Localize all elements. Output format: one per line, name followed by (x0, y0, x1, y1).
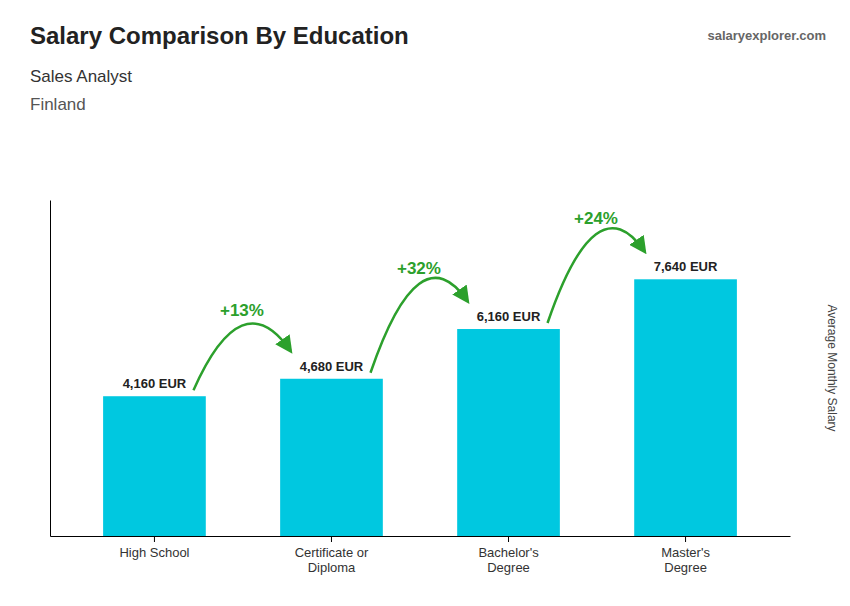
data-label: 4,160 EUR (123, 376, 187, 391)
change-arrow (371, 278, 468, 373)
x-tick-mark (331, 536, 332, 542)
x-tick-mark (508, 536, 509, 542)
x-tick: Master'sDegree (661, 536, 710, 575)
y-axis-title: Average Monthly Salary (825, 304, 839, 431)
x-tick-label: Master'sDegree (661, 545, 710, 575)
x-tick-mark (685, 536, 686, 542)
bar (280, 379, 383, 536)
x-tick-mark (154, 536, 155, 542)
y-axis-line (50, 201, 51, 537)
data-label: 6,160 EUR (477, 309, 541, 324)
x-tick: Certificate orDiploma (295, 536, 369, 575)
x-axis-line (51, 536, 791, 537)
title: Salary Comparison By Education (30, 22, 409, 49)
x-tick: High School (119, 536, 189, 560)
bars (103, 279, 737, 536)
y-axis (50, 201, 51, 537)
subtitle: Sales Analyst (30, 67, 132, 86)
x-tick: Bachelor'sDegree (478, 536, 539, 575)
change-label: +13% (220, 301, 264, 320)
x-axis: High School Certificate orDiploma Bachelor… (51, 536, 791, 575)
change-arrow (548, 228, 645, 323)
data-label: 7,640 EUR (654, 259, 718, 274)
data-label: 4,680 EUR (300, 359, 364, 374)
bar (103, 396, 206, 536)
bar (634, 279, 737, 536)
change-arrow (193, 323, 290, 390)
bar (457, 329, 560, 536)
plot: High School Certificate orDiploma Bachelor… (51, 201, 791, 575)
change-label: +24% (574, 209, 618, 228)
x-tick-label: Certificate orDiploma (295, 545, 369, 575)
chart: Salary Comparison By Education Sales Anal… (0, 0, 850, 606)
x-tick-label: High School (119, 545, 189, 560)
x-tick-label: Bachelor'sDegree (478, 545, 539, 575)
subtitle: Finland (30, 95, 86, 114)
source: salaryexplorer.com (707, 28, 826, 43)
change-label: +32% (397, 259, 441, 278)
